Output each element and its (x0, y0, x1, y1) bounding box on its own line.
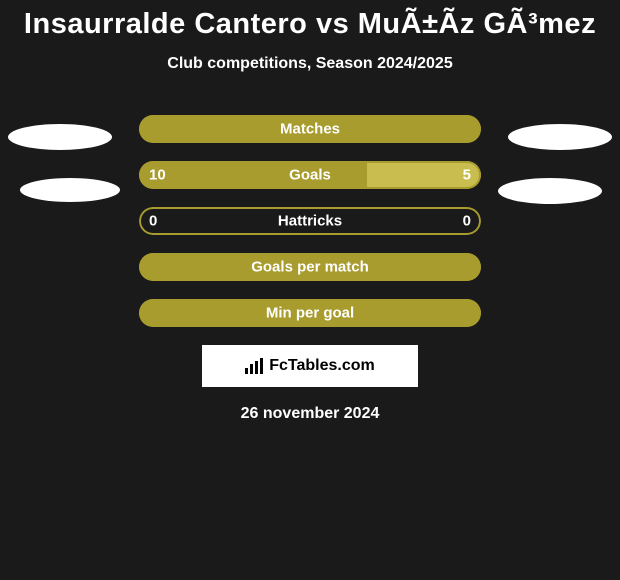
stat-fill-left (139, 161, 367, 189)
stat-value-right: 5 (463, 167, 471, 184)
generated-date: 26 november 2024 (0, 405, 620, 423)
comparison-card: Insaurralde Cantero vs MuÃ±Ãz GÃ³mez Clu… (0, 0, 620, 580)
stat-label: Goals (289, 167, 331, 184)
player-right-avatar-2 (498, 178, 602, 204)
brand-text: FcTables.com (269, 357, 375, 375)
stat-row-hattricks: 0 Hattricks 0 (139, 207, 481, 235)
stat-label: Matches (280, 121, 340, 138)
player-right-avatar-1 (508, 124, 612, 150)
stat-rows: Matches 10 Goals 5 0 Hattricks 0 Goals p… (139, 115, 481, 327)
stat-row-min-per-goal: Min per goal (139, 299, 481, 327)
chart-icon (245, 358, 265, 374)
stat-value-right: 0 (463, 213, 471, 230)
stat-row-goals-per-match: Goals per match (139, 253, 481, 281)
stat-row-goals: 10 Goals 5 (139, 161, 481, 189)
stat-label: Goals per match (251, 259, 369, 276)
stat-value-left: 10 (149, 167, 166, 184)
player-left-avatar-1 (8, 124, 112, 150)
subtitle: Club competitions, Season 2024/2025 (0, 55, 620, 73)
stat-label: Hattricks (278, 213, 342, 230)
page-title: Insaurralde Cantero vs MuÃ±Ãz GÃ³mez (0, 0, 620, 41)
stat-row-matches: Matches (139, 115, 481, 143)
player-left-avatar-2 (20, 178, 120, 202)
stat-label: Min per goal (266, 305, 354, 322)
stat-value-left: 0 (149, 213, 157, 230)
brand-badge: FcTables.com (202, 345, 418, 387)
